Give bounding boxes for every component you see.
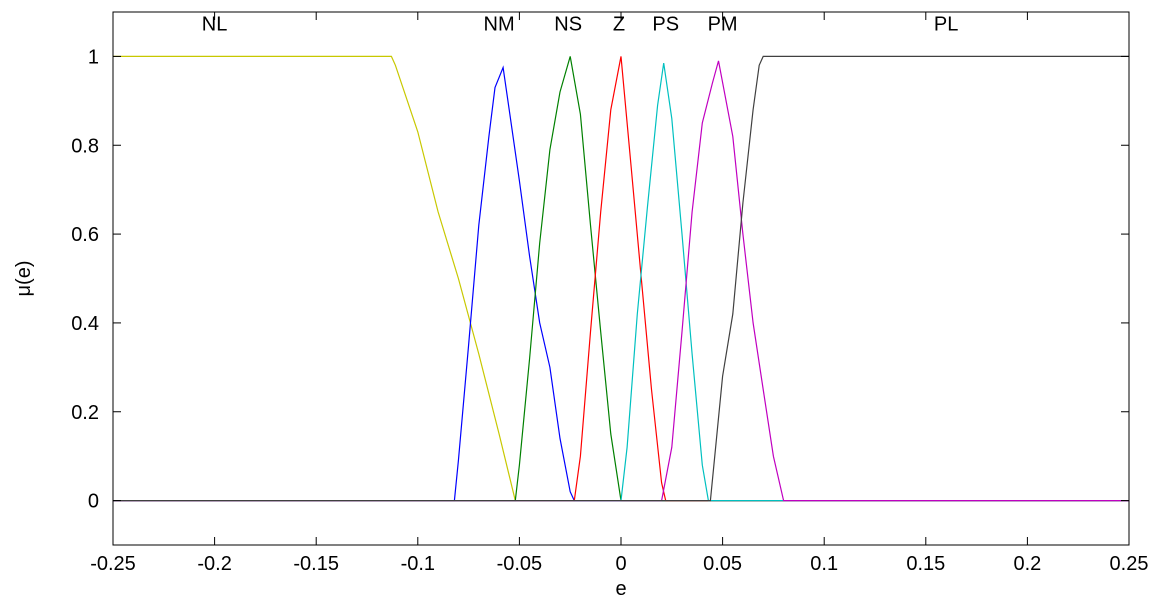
series-label-pm: PM: [708, 14, 738, 36]
x-tick-label: -0.25: [90, 553, 136, 575]
series-label-z: Z: [613, 14, 625, 36]
series-label-nl: NL: [202, 14, 228, 36]
annotation-layer: NL NM NS Z PS PM PL: [202, 14, 959, 36]
series-label-nm: NM: [484, 14, 515, 36]
y-tick-label: 0: [88, 491, 99, 513]
y-tick-label: 0.2: [71, 402, 99, 424]
y-tick-label: 0.8: [71, 135, 99, 157]
x-axis-label: e: [615, 578, 626, 600]
x-tick-label: 0.05: [703, 553, 742, 575]
series-line-pl: [113, 55, 1129, 502]
series-label-ps: PS: [652, 14, 679, 36]
y-tick-label: 0.6: [71, 224, 99, 246]
x-tick-label: 0.25: [1110, 553, 1149, 575]
y-tick-label: 0.4: [71, 313, 99, 335]
series-line-pm: [113, 60, 1129, 502]
series-layer: [113, 55, 1129, 502]
series-line-nm: [113, 65, 1129, 502]
series-line-ps: [113, 63, 1129, 502]
series-label-pl: PL: [934, 14, 958, 36]
y-axis-label: μ(e): [13, 261, 35, 297]
x-tick-label: 0.2: [1013, 553, 1041, 575]
plot-frame: [112, 11, 1130, 546]
series-line-z: [113, 56, 1129, 502]
series-label-ns: NS: [554, 14, 582, 36]
x-tick-label: -0.2: [197, 553, 231, 575]
tick-layer: -0.25 -0.2 -0.15 -0.1 -0.05 0 0.05 0.1 0.15 0.2 0.…: [71, 12, 1148, 575]
x-tick-label: -0.15: [293, 553, 339, 575]
series-line-ns: [113, 56, 1129, 502]
x-tick-label: 0: [615, 553, 626, 575]
y-tick-label: 1: [88, 46, 99, 68]
x-tick-label: -0.05: [497, 553, 543, 575]
x-tick-label: -0.1: [401, 553, 435, 575]
x-tick-label: 0.15: [906, 553, 945, 575]
x-tick-label: 0.1: [810, 553, 838, 575]
